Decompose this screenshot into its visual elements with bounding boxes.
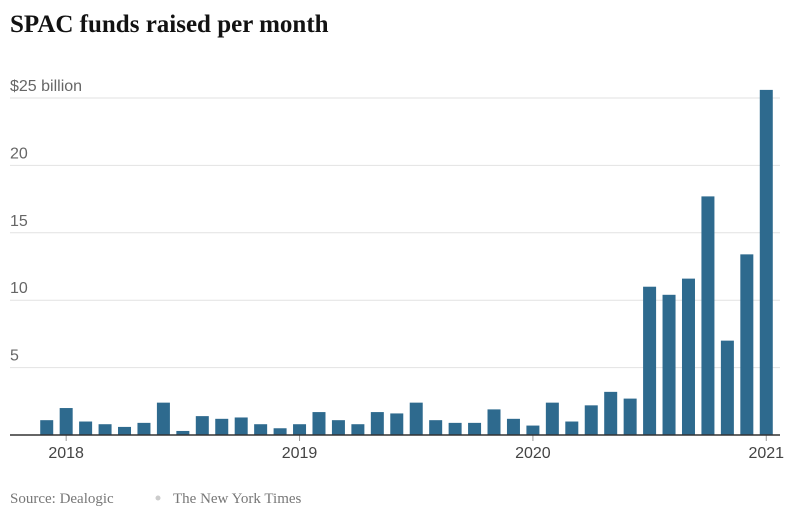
bar (409, 402, 423, 435)
y-tick-label: 10 (10, 280, 28, 297)
bar (254, 424, 268, 435)
bar (468, 422, 482, 435)
bar (448, 422, 462, 435)
bar (623, 398, 637, 435)
bar (526, 425, 540, 435)
bar (59, 408, 73, 435)
bar (681, 278, 695, 435)
bar (759, 89, 773, 436)
credit: The New York Times (173, 491, 302, 507)
bar (643, 286, 657, 435)
bar (390, 413, 404, 435)
bar (156, 402, 170, 435)
source: Source: Dealogic (10, 491, 114, 507)
bar (662, 294, 676, 435)
x-tick-label: 2021 (748, 445, 784, 462)
bar (137, 422, 151, 435)
bar (506, 418, 520, 435)
y-tick-label: 20 (10, 145, 28, 162)
x-tick-label: 2020 (515, 445, 551, 462)
bar (429, 420, 443, 435)
bar (234, 417, 248, 435)
bar (565, 421, 579, 435)
bar (176, 430, 190, 435)
bar (604, 391, 618, 435)
bar (331, 420, 345, 435)
separator-dot (155, 495, 161, 501)
bar (312, 412, 326, 435)
bar (584, 405, 598, 435)
bar (740, 254, 754, 435)
y-tick-label: 5 (10, 348, 19, 365)
bar (487, 409, 501, 435)
chart-title: SPAC funds raised per month (10, 11, 329, 38)
bar (215, 418, 229, 435)
bar (273, 428, 287, 435)
bar (370, 412, 384, 435)
y-tick-label: $25 billion (10, 78, 82, 95)
bar (40, 420, 54, 435)
bar (293, 424, 307, 435)
x-tick-label: 2018 (48, 445, 84, 462)
bar (79, 421, 93, 435)
bar (98, 424, 112, 435)
bar (195, 416, 209, 435)
x-tick-label: 2019 (282, 445, 318, 462)
bar (701, 196, 715, 435)
y-tick-label: 15 (10, 213, 28, 230)
bar (545, 402, 559, 435)
bar (720, 340, 734, 435)
bar (118, 426, 132, 435)
bar (351, 424, 365, 435)
